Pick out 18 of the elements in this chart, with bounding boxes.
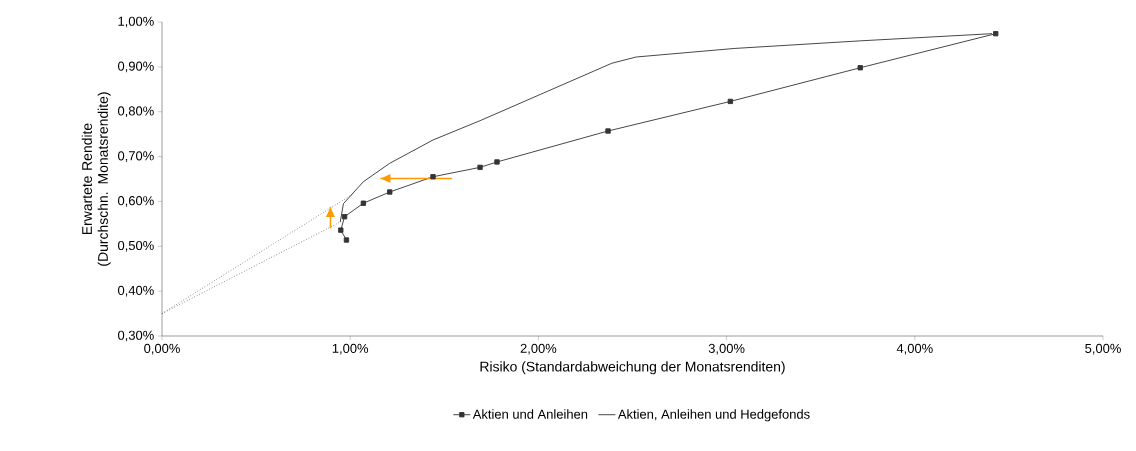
- x-tick-label: 2,00%: [520, 343, 557, 355]
- y-tick-label: 0,50%: [118, 240, 154, 252]
- x-tick-label: 0,00%: [144, 343, 180, 355]
- y-tick-label: 0,60%: [118, 196, 154, 207]
- x-tick-label: 1,00%: [332, 343, 369, 355]
- y-tick-label: 0,90%: [118, 61, 154, 73]
- y-tick-label: 0,80%: [118, 106, 154, 118]
- y-tick-label: 1,00%: [118, 16, 154, 28]
- x-tick-label: 3,00%: [708, 343, 745, 355]
- legend-label: Aktien und Anleihen: [472, 409, 588, 419]
- x-axis-title: Risiko (Standardabweichung der Monatsrenditen): [480, 361, 785, 375]
- x-tick-label: 5,00%: [1085, 343, 1121, 355]
- legend-label: Aktien, Anleihen und Hedgefonds: [617, 409, 810, 422]
- y-tick-label: 0,70%: [118, 151, 154, 162]
- y-axis-title: Erwartete Rendite (Durchschn. Monatsrendite): [81, 92, 111, 266]
- y-tick-label: 0,30%: [118, 330, 154, 342]
- y-tick-label: 0,40%: [118, 285, 154, 297]
- x-tick-label: 4,00%: [896, 343, 933, 355]
